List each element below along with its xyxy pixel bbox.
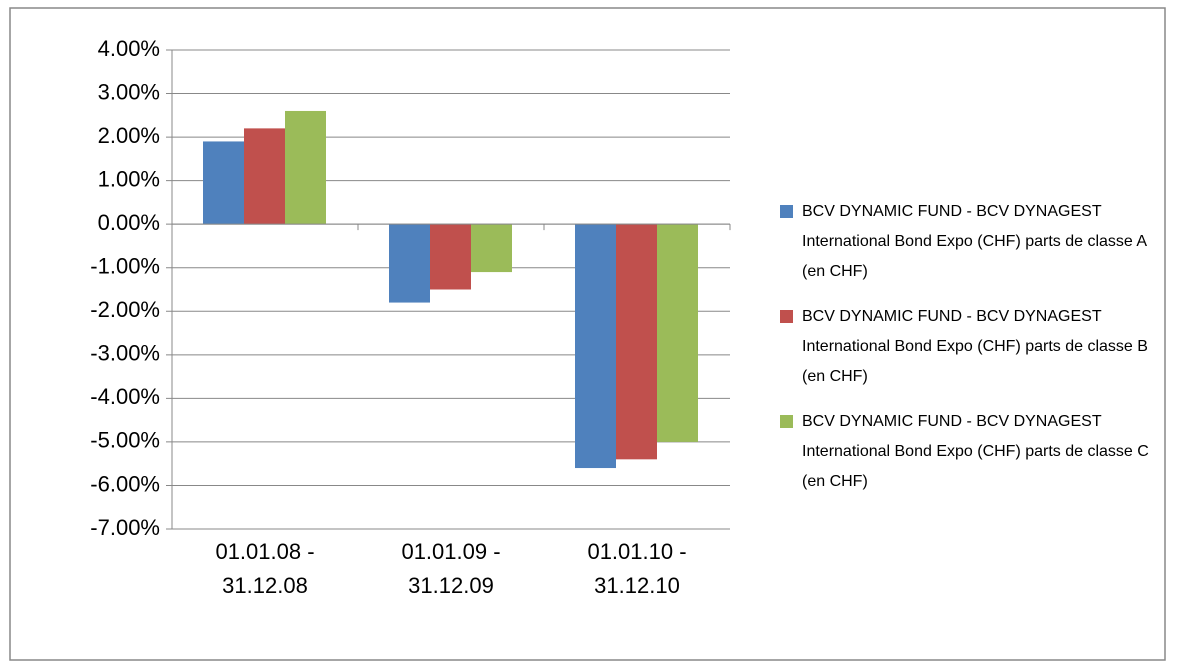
bar [616, 224, 657, 460]
y-tick-label: 2.00% [98, 123, 160, 148]
y-tick-label: 1.00% [98, 166, 160, 191]
legend-swatch [780, 205, 793, 218]
bar [389, 224, 430, 303]
bar [430, 224, 471, 290]
legend-label: BCV DYNAMIC FUND - BCV DYNAGEST Internat… [802, 308, 1148, 385]
y-tick-label: -2.00% [90, 297, 160, 322]
y-tick-label: 3.00% [98, 79, 160, 104]
y-tick-label: -5.00% [90, 428, 160, 453]
y-tick-label: -6.00% [90, 471, 160, 496]
x-tick-label: 01.01.08 - 31.12.08 [215, 539, 315, 598]
x-tick-label: 01.01.10 - 31.12.10 [587, 539, 687, 598]
x-tick-label: 01.01.09 - 31.12.09 [401, 539, 501, 598]
legend-label: BCV DYNAMIC FUND - BCV DYNAGEST Internat… [802, 203, 1147, 280]
y-tick-label: 4.00% [98, 36, 160, 61]
bar [285, 110, 326, 225]
bar [575, 224, 616, 469]
bar [657, 224, 698, 442]
bar [203, 141, 244, 225]
y-tick-label: -4.00% [90, 384, 160, 409]
y-tick-label: 0.00% [98, 210, 160, 235]
bar [471, 224, 512, 273]
bar [244, 128, 285, 225]
legend-label: BCV DYNAMIC FUND - BCV DYNAGEST Internat… [802, 413, 1149, 490]
y-tick-label: -7.00% [90, 515, 160, 540]
legend-swatch [780, 415, 793, 428]
legend-swatch [780, 310, 793, 323]
y-tick-label: -1.00% [90, 254, 160, 279]
y-tick-label: -3.00% [90, 341, 160, 366]
